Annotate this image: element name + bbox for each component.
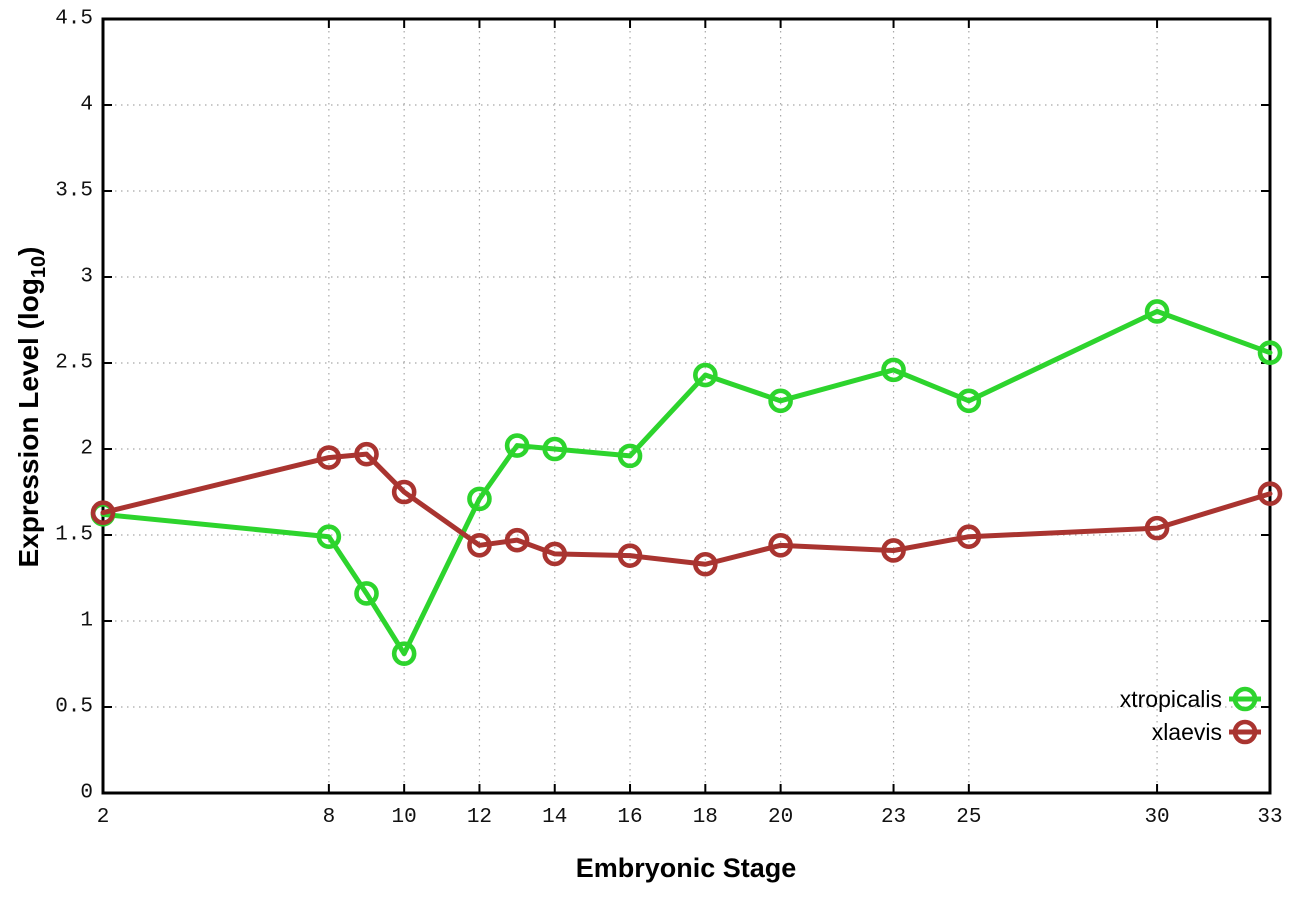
x-tick-label-33: 33 [1257, 806, 1282, 829]
data-point-xtropicalis-13 [504, 433, 530, 458]
x-tick-label-12: 12 [467, 806, 492, 829]
data-point-xtropicalis-20 [768, 388, 793, 414]
x-tick-label-23: 23 [881, 806, 906, 829]
y-tick-label-3: 3 [80, 266, 93, 289]
x-tick-label-16: 16 [617, 806, 642, 829]
axes-layer [101, 17, 1272, 795]
y-tick-label-1: 1 [80, 610, 93, 633]
data-point-xlaevis-10 [391, 479, 417, 505]
y-tick-label-4: 4 [80, 94, 93, 117]
data-point-xtropicalis-9 [354, 581, 379, 606]
data-point-xlaevis-13 [504, 527, 530, 553]
data-point-xlaevis-8 [316, 445, 342, 470]
y-tick-label-2.5: 2.5 [55, 352, 93, 375]
legend-item-xtropicalis: xtropicalis [1120, 686, 1261, 712]
x-tick-label-8: 8 [323, 806, 336, 829]
data-point-xtropicalis-12 [467, 486, 492, 512]
y-tick-label-3.5: 3.5 [55, 180, 93, 203]
x-tick-label-25: 25 [956, 806, 981, 829]
y-axis-title-suffix: ) [13, 247, 44, 256]
data-point-xtropicalis-8 [316, 524, 342, 550]
y-tick-label-4.5: 4.5 [55, 8, 93, 31]
legend-label-xlaevis: xlaevis [1152, 719, 1222, 745]
plot-border [101, 17, 1272, 795]
x-tick-label-10: 10 [392, 806, 417, 829]
x-tick-label-20: 20 [768, 806, 793, 829]
data-point-xlaevis-23 [881, 538, 906, 563]
tick-label-layer: 2 8 10 12 14 16 18 20 23 25 30 33 0 0.5 1 1.5 2 2.5 3 3.5 4 4… [55, 8, 1282, 830]
x-tick-label-18: 18 [693, 806, 718, 829]
data-point-xtropicalis-23 [881, 357, 906, 383]
y-tick-label-0.5: 0.5 [55, 696, 93, 719]
data-point-xlaevis-14 [542, 541, 568, 567]
data-point-xlaevis-33 [1257, 481, 1283, 507]
data-point-xtropicalis-14 [542, 436, 568, 462]
x-tick-label-14: 14 [542, 806, 567, 829]
data-point-xlaevis-25 [956, 524, 982, 550]
data-point-xtropicalis-16 [617, 443, 643, 469]
grid-layer [103, 19, 1270, 793]
data-point-xtropicalis-10 [391, 641, 417, 666]
series-layer [90, 299, 1283, 666]
x-axis-title: Embryonic Stage [576, 853, 797, 883]
data-point-xtropicalis-25 [956, 388, 982, 414]
legend-marker-xlaevis [1232, 719, 1258, 745]
legend-label-xtropicalis: xtropicalis [1120, 686, 1222, 712]
data-point-xtropicalis-33 [1257, 340, 1283, 365]
data-point-xtropicalis-30 [1144, 299, 1170, 324]
data-point-xlaevis-2 [90, 500, 116, 525]
data-point-xlaevis-16 [617, 543, 643, 568]
data-point-xlaevis-9 [354, 441, 379, 467]
y-axis-title-subscript: 10 [28, 256, 50, 278]
y-tick-label-1.5: 1.5 [55, 524, 93, 547]
legend-item-xlaevis: xlaevis [1152, 719, 1261, 745]
y-axis-title-prefix: Expression Level (log [13, 278, 44, 567]
y-tick-label-0: 0 [80, 782, 93, 805]
x-tick-label-2: 2 [97, 806, 110, 829]
series-line-xlaevis [100, 451, 1273, 567]
legend-marker-xtropicalis [1232, 686, 1258, 712]
y-axis-title: Expression Level (log10) [13, 247, 50, 568]
y-tick-label-2: 2 [80, 438, 93, 461]
data-point-xtropicalis-18 [693, 362, 718, 388]
data-point-xlaevis-20 [768, 533, 793, 558]
data-point-xlaevis-18 [693, 551, 718, 577]
legend: xtropicalis xlaevis [1120, 686, 1261, 745]
data-point-xlaevis-30 [1144, 515, 1170, 541]
x-tick-label-30: 30 [1144, 806, 1169, 829]
data-point-xlaevis-12 [467, 533, 492, 558]
